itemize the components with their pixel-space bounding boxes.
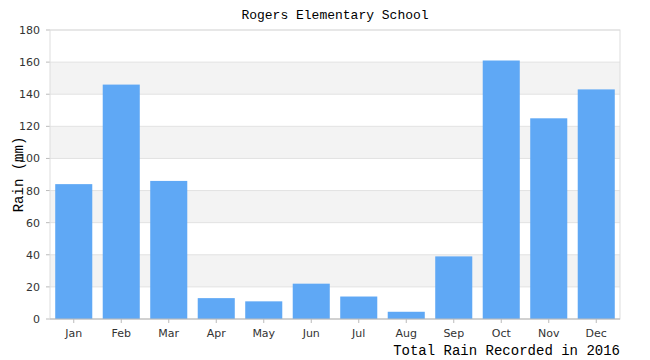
y-tick: [46, 319, 50, 320]
bar: [388, 312, 425, 319]
x-tick: [453, 319, 454, 323]
y-axis-label: Rain (mm): [11, 137, 27, 213]
y-tick: [46, 30, 50, 31]
bar: [198, 298, 235, 319]
y-tick-label: 140: [19, 88, 40, 101]
x-tick-label: May: [252, 327, 275, 340]
y-tick-label: 0: [33, 313, 40, 326]
x-tick-label: Apr: [207, 327, 227, 340]
y-tick-label: 160: [19, 56, 40, 69]
bar: [530, 118, 567, 319]
x-tick: [548, 319, 549, 323]
x-tick-label: Jan: [64, 327, 82, 340]
bars: [55, 61, 615, 319]
y-tick: [46, 62, 50, 63]
x-tick-label: Jul: [351, 327, 365, 340]
bar: [55, 184, 92, 319]
x-tick: [406, 319, 407, 323]
x-axis-label: Total Rain Recorded in 2016: [393, 343, 620, 359]
bar: [483, 61, 520, 319]
bar: [340, 297, 377, 319]
x-tick-label: Jun: [302, 327, 320, 340]
y-tick: [46, 254, 50, 255]
x-tick: [121, 319, 122, 323]
plot-frame: [50, 30, 620, 319]
x-tick-label: Oct: [492, 327, 512, 340]
x-tick-label: Sep: [443, 327, 464, 340]
x-tick-label: Feb: [112, 327, 131, 340]
chart-container: 020406080100120140160180JanFebMarAprMayJ…: [0, 0, 650, 360]
y-tick: [46, 286, 50, 287]
chart-svg: 020406080100120140160180JanFebMarAprMayJ…: [0, 0, 650, 360]
x-tick: [311, 319, 312, 323]
grid-line: [50, 62, 620, 63]
y-tick-label: 40: [26, 249, 40, 262]
y-tick-label: 20: [26, 281, 40, 294]
x-tick-label: Nov: [538, 327, 560, 340]
bar: [150, 181, 187, 319]
x-tick-label: Mar: [158, 327, 179, 340]
x-tick: [168, 319, 169, 323]
x-tick-label: Dec: [586, 327, 607, 340]
x-tick: [73, 319, 74, 323]
y-tick-label: 120: [19, 120, 40, 133]
title: Rogers Elementary School: [241, 8, 428, 23]
y-tick-label: 80: [26, 185, 40, 198]
y-tick-label: 180: [19, 24, 40, 37]
grid-line: [50, 319, 620, 320]
bar: [578, 89, 615, 319]
x-tick: [263, 319, 264, 323]
y-tick: [46, 126, 50, 127]
x-tick: [358, 319, 359, 323]
x-tick: [596, 319, 597, 323]
grid: [50, 30, 620, 319]
x-tick: [216, 319, 217, 323]
bar: [245, 301, 282, 319]
bar: [103, 85, 140, 319]
y-tick: [46, 158, 50, 159]
y-tick-label: 60: [26, 217, 40, 230]
bar: [435, 256, 472, 319]
y-tick: [46, 222, 50, 223]
y-tick: [46, 190, 50, 191]
x-tick: [501, 319, 502, 323]
bar: [293, 284, 330, 319]
x-tick-label: Aug: [396, 327, 417, 340]
x-axis: [50, 319, 620, 320]
y-tick: [46, 94, 50, 95]
